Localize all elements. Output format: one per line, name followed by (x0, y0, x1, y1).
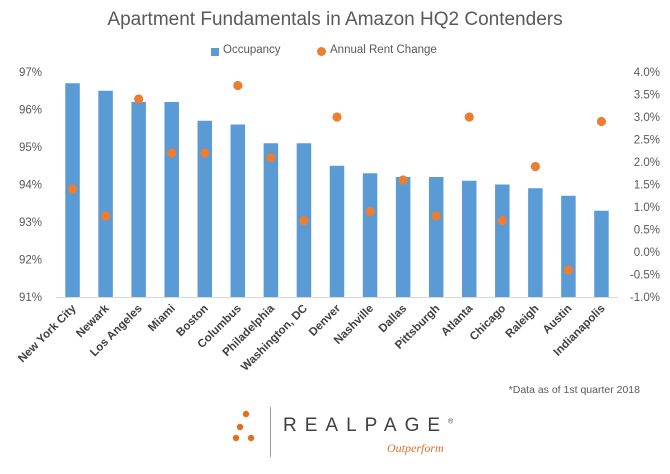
rent-change-point-los-angeles (134, 94, 144, 104)
category-label: New York City (16, 302, 79, 365)
left-axis-tick-label: 92% (19, 255, 42, 267)
realpage-logo: REALPAGE® Outperform (225, 405, 465, 461)
right-axis-tick-label: 3.0% (634, 112, 660, 124)
right-axis-tick-label: -0.5% (630, 270, 660, 282)
rent-change-point-boston (200, 148, 210, 158)
legend-rent-change-label: Annual Rent Change (330, 44, 437, 56)
occupancy-bar-indianapolis (594, 210, 609, 297)
left-axis-tick-label: 91% (19, 292, 42, 304)
occupancy-bar-dallas (395, 177, 411, 297)
rent-change-point-atlanta (464, 112, 474, 122)
category-label: Raleigh (504, 303, 542, 341)
right-axis-tick-label: -1.0% (630, 292, 660, 304)
rent-change-point-columbus (233, 80, 243, 91)
occupancy-bar-austin (561, 195, 576, 297)
right-axis-tick-label: 1.0% (634, 202, 660, 214)
rent-change-point-indianapolis (596, 116, 607, 127)
legend-rent-change-swatch (317, 47, 326, 56)
occupancy-bar-chicago (495, 184, 510, 297)
rent-change-point-nashville (365, 206, 375, 217)
category-label: Chicago (468, 303, 509, 344)
rent-change-point-washington-dc (299, 215, 309, 226)
left-axis-tick-label: 94% (19, 180, 42, 192)
rent-change-point-raleigh (530, 161, 540, 172)
occupancy-bar-atlanta (461, 180, 477, 297)
occupancy-bar-nashville (362, 173, 378, 297)
category-label: Miami (146, 303, 178, 335)
rent-change-point-austin (563, 265, 574, 275)
right-axis-tick-label: 3.5% (634, 90, 660, 102)
right-axis-tick-label: 2.5% (634, 135, 660, 147)
rent-change-point-new-york-city (67, 184, 78, 194)
chart-title: Apartment Fundamentals in Amazon HQ2 Con… (107, 9, 563, 30)
occupancy-bar-los-angeles (131, 102, 146, 297)
rent-change-point-pittsburgh (431, 211, 441, 221)
legend-occupancy-swatch (211, 48, 219, 56)
rent-change-point-miami (167, 148, 177, 158)
logo-dots-icon (232, 410, 255, 442)
occupancy-bar-raleigh (528, 188, 543, 297)
rent-change-point-dallas (398, 175, 408, 185)
rent-change-point-philadelphia (266, 152, 276, 163)
logo-trademark: ® (448, 418, 454, 426)
left-axis-tick-label: 97% (19, 67, 42, 79)
occupancy-bar-denver (329, 165, 345, 297)
right-axis-tick-label: 0.0% (634, 247, 660, 259)
left-axis-tick-label: 96% (19, 105, 42, 117)
occupancy-bar-boston (197, 120, 213, 297)
category-label: Dallas (377, 303, 409, 335)
occupancy-bar-pittsburgh (428, 177, 444, 297)
logo-tagline: Outperform (387, 441, 444, 455)
logo-wordmark-text: REALPAGE (283, 415, 449, 436)
occupancy-bar-columbus (230, 124, 246, 297)
left-axis-tick-label: 95% (19, 142, 42, 154)
logo-wordmark: REALPAGE® (283, 415, 453, 437)
right-axis-tick-label: 2.0% (634, 157, 660, 169)
right-axis-tick-label: 4.0% (634, 67, 660, 79)
occupancy-bar-newark (98, 90, 113, 297)
left-axis-tick-label: 93% (19, 217, 42, 229)
legend-occupancy-label: Occupancy (223, 44, 281, 56)
rent-change-point-newark (100, 211, 111, 221)
logo-divider (270, 407, 271, 457)
occupancy-bar-philadelphia (263, 143, 279, 297)
footnote: *Data as of 1st quarter 2018 (508, 384, 640, 396)
right-axis-tick-label: 1.5% (634, 180, 660, 192)
right-axis-tick-label: 0.5% (634, 225, 660, 237)
rent-change-point-denver (332, 112, 342, 122)
rent-change-point-chicago (497, 215, 507, 226)
occupancy-bar-miami (164, 102, 179, 297)
legend: Occupancy Annual Rent Change (0, 44, 670, 60)
